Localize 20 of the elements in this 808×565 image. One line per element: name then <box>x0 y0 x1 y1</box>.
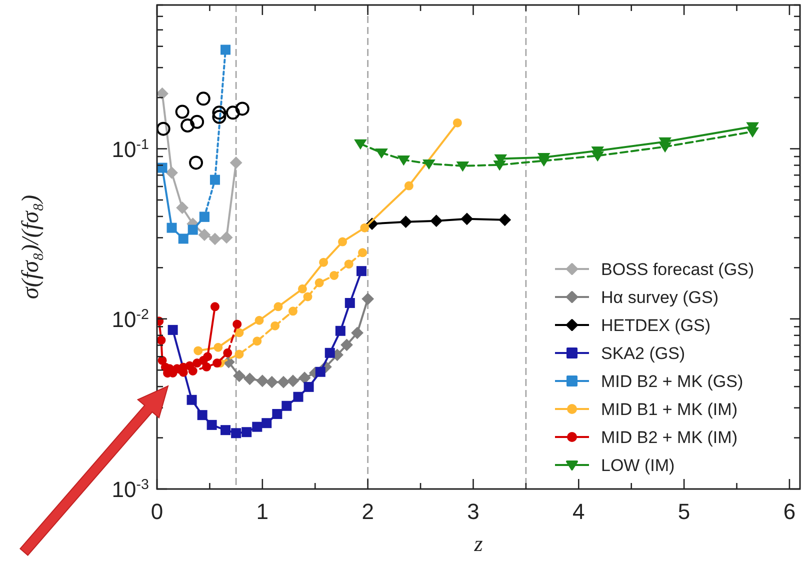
y-tick-label: 10$^{-1}$ <box>112 136 150 162</box>
legend-label: HETDEX (GS) <box>601 316 711 335</box>
y-tick-label: 10$^{-3}$ <box>112 477 150 502</box>
x-tick-label: 6 <box>783 499 796 524</box>
legend-label: MID B1 + MK (IM) <box>601 400 738 419</box>
legend-label: MID B2 + MK (GS) <box>601 372 744 391</box>
x-tick-label: 3 <box>467 499 480 524</box>
x-tick-label: 0 <box>150 499 164 524</box>
legend-label: MID B2 + MK (IM) <box>601 428 738 447</box>
x-tick-label: 2 <box>362 499 374 524</box>
legend-label: Hα survey (GS) <box>601 288 719 307</box>
legend-label: LOW (IM) <box>601 456 675 475</box>
y-tick-label: 10$^{-2}$ <box>112 306 150 332</box>
x-tick-label: 1 <box>256 499 269 524</box>
x-tick-label: 5 <box>678 499 690 524</box>
x-axis-title: z <box>473 531 484 556</box>
x-tick-label: 4 <box>572 499 585 524</box>
y-axis-title: σ(fσ₈)/(fσ₈) <box>18 194 44 300</box>
legend-label: BOSS forecast (GS) <box>601 260 754 279</box>
legend-label: SKA2 (GS) <box>601 344 686 363</box>
